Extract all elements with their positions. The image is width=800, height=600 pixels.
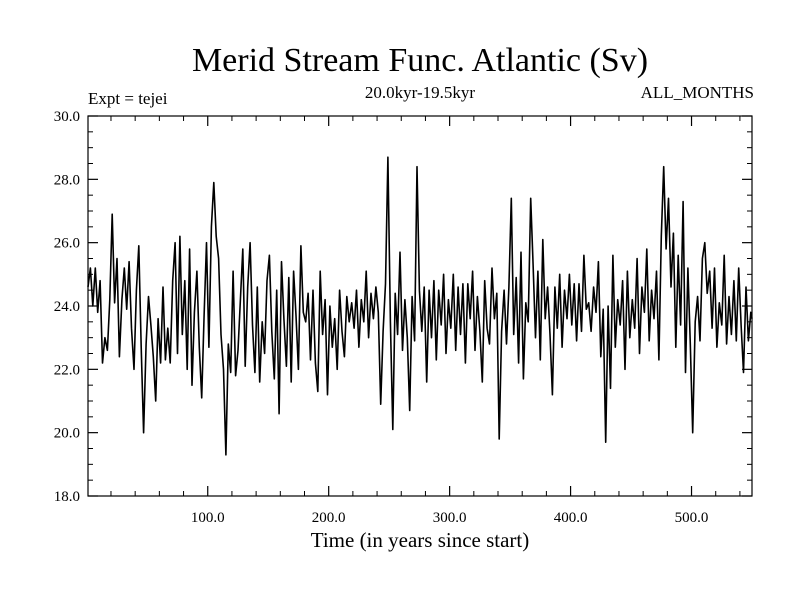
data-series-line [87,156,753,456]
x-axis-label: Time (in years since start) [310,528,530,552]
months-label: ALL_MONTHS [640,83,754,102]
x-tick-label: 500.0 [675,510,709,526]
y-tick-label: 26.0 [54,236,80,252]
y-tick-label: 22.0 [54,362,80,378]
x-tick-label: 400.0 [554,510,588,526]
x-tick-label: 200.0 [312,510,346,526]
y-tick-label: 24.0 [54,299,80,315]
plot-frame [87,115,753,497]
y-tick-label: 18.0 [54,489,80,505]
y-tick-label: 28.0 [54,172,80,188]
x-tick-label: 300.0 [433,510,467,526]
x-tick-label: 100.0 [191,510,225,526]
experiment-label: Expt = tejei [88,89,168,108]
chart-subtitle: 20.0kyr-19.5kyr [364,83,476,102]
chart-title: Merid Stream Func. Atlantic (Sv) [191,42,649,79]
tick-labels: 100.0 200.0 300.0 400.0 500.0 18.0 20.0 22.0 24.… [54,109,709,526]
y-tick-label: 30.0 [54,109,80,125]
minor-ticks [88,116,752,496]
y-tick-label: 20.0 [54,426,80,442]
